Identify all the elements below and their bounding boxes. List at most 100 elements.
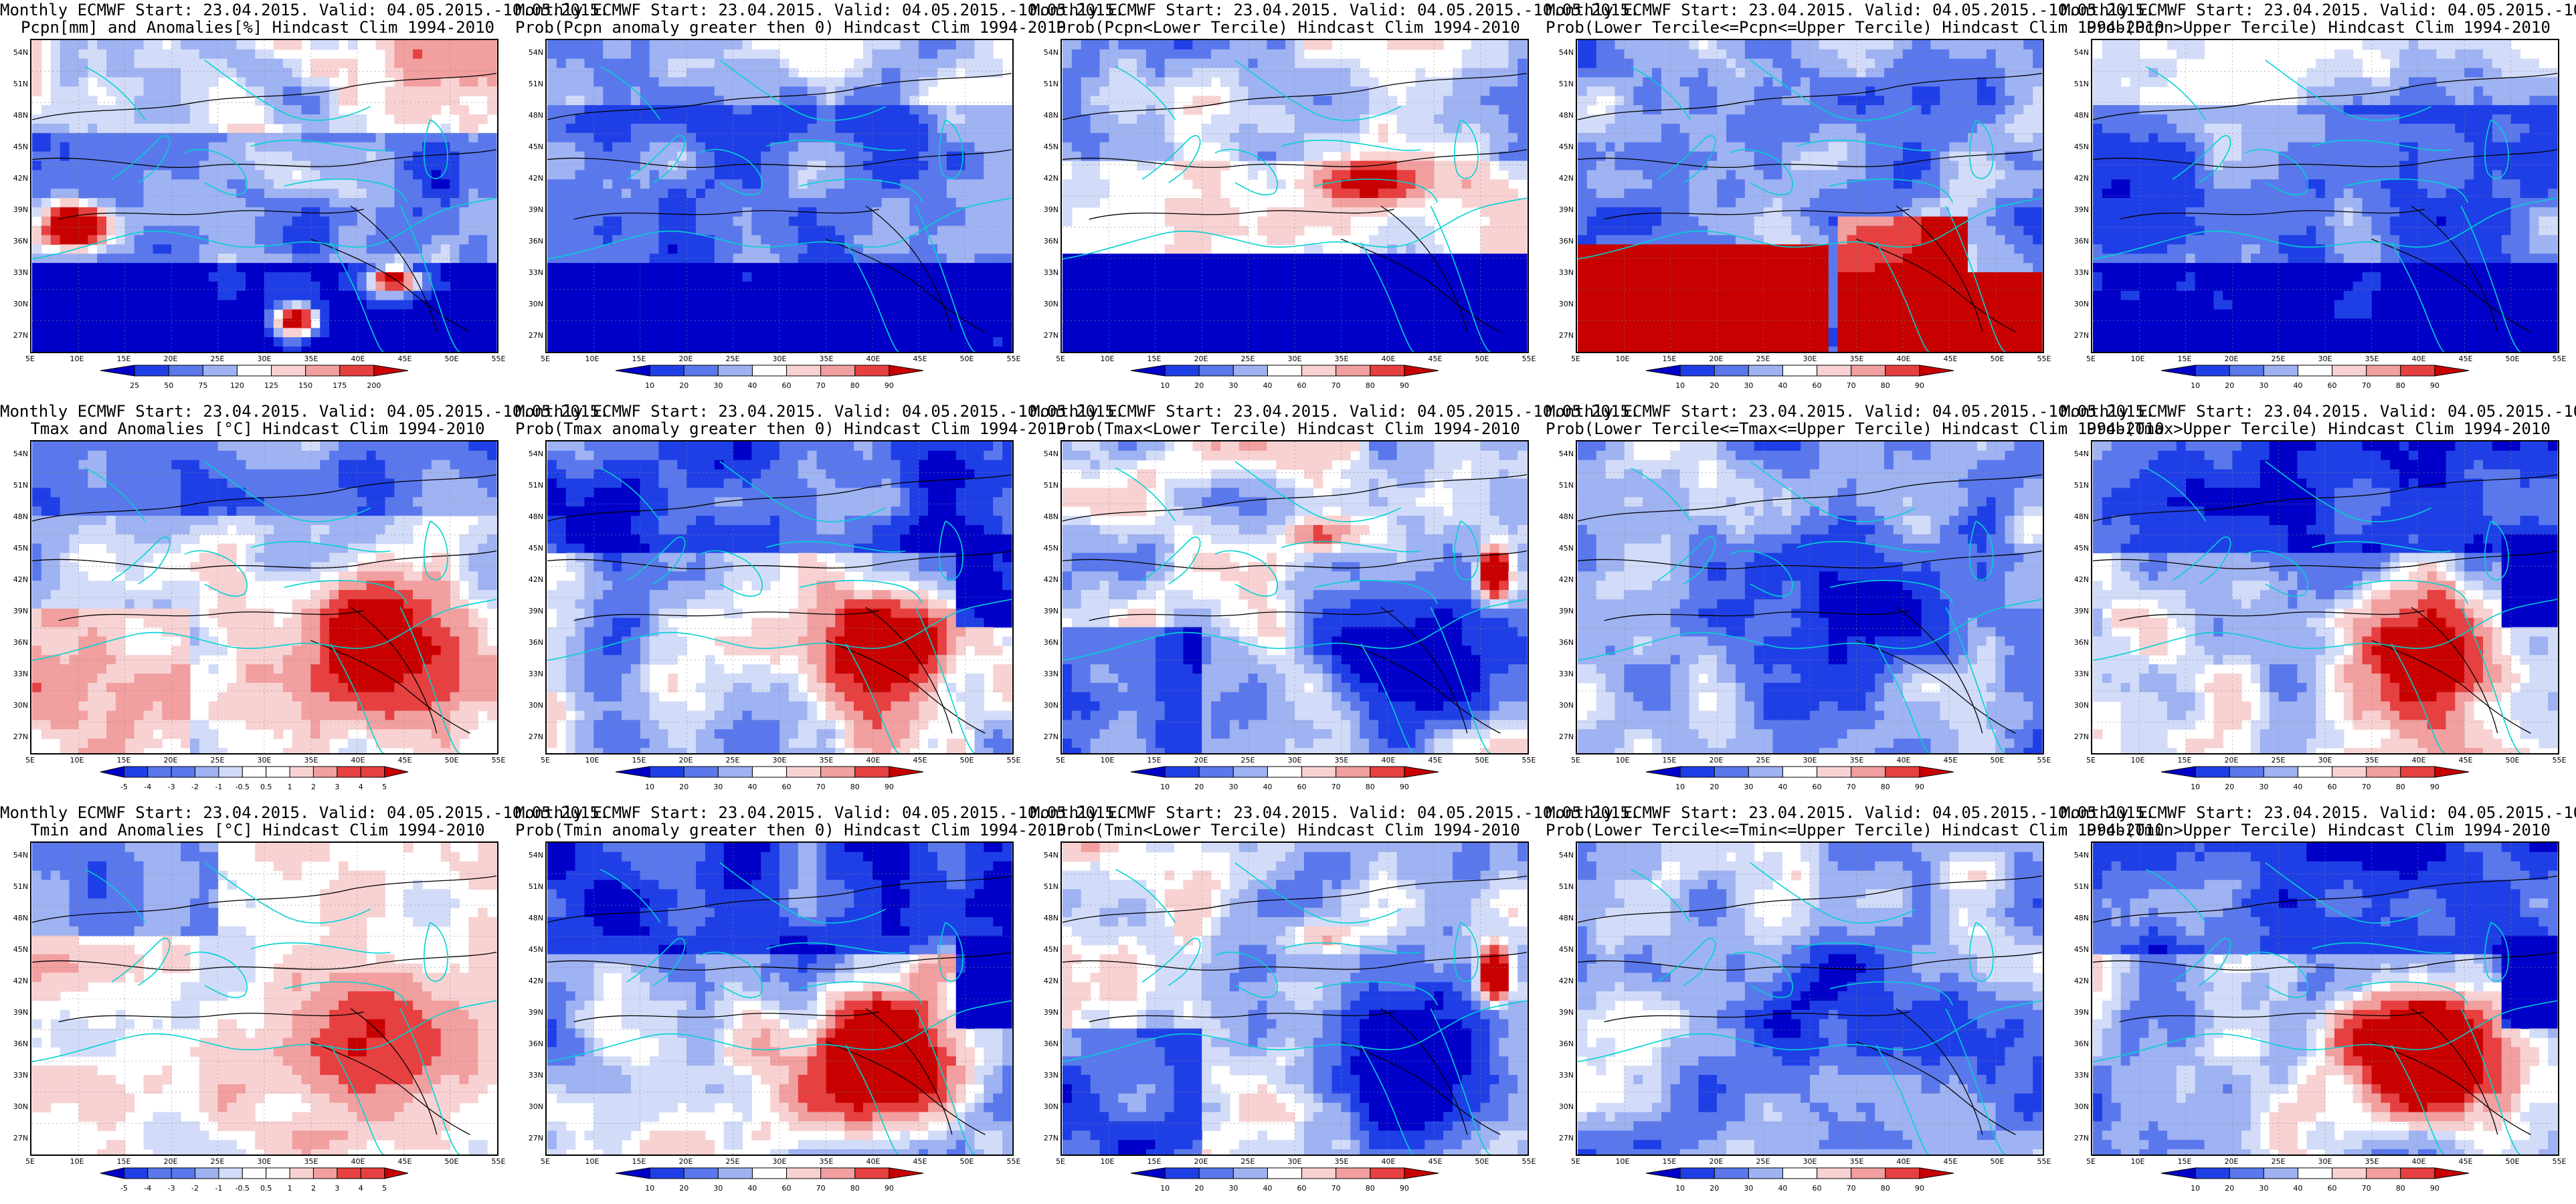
- lon-tick-label: 25E: [204, 756, 231, 765]
- lat-tick-label: 51N: [1032, 80, 1059, 88]
- forecast-map: [2091, 440, 2559, 755]
- lat-tick-label: 51N: [517, 882, 543, 891]
- lat-tick-label: 45N: [1, 544, 28, 553]
- lat-tick-label: 33N: [1547, 670, 1574, 678]
- lat-tick-label: 27N: [1547, 331, 1574, 340]
- panel-title-line1: Monthly ECMWF Start: 23.04.2015. Valid: …: [1546, 1, 2154, 19]
- lon-tick-label: 25E: [204, 355, 231, 363]
- lat-tick-label: 51N: [517, 80, 543, 88]
- lon-tick-label: 50E: [438, 1157, 465, 1166]
- lon-tick-label: 55E: [485, 355, 512, 363]
- lon-tick-label: 25E: [1234, 355, 1261, 363]
- lon-tick-label: 50E: [438, 355, 465, 363]
- lat-tick-label: 42N: [517, 174, 543, 183]
- lat-tick-label: 54N: [1032, 851, 1059, 860]
- lon-tick-label: 5E: [2078, 1157, 2104, 1166]
- colorbar-tick-label: 60: [1289, 381, 1315, 390]
- lat-tick-label: 54N: [2062, 48, 2089, 57]
- lon-tick-label: 45E: [1422, 1157, 1449, 1166]
- lon-tick-label: 20E: [157, 1157, 184, 1166]
- lon-tick-label: 45E: [907, 355, 933, 363]
- lat-tick-label: 42N: [1032, 575, 1059, 584]
- panel-title-line2: Tmin and Anomalies [°C] Hindcast Clim 19…: [0, 821, 515, 839]
- colorbar-tick-label: 30: [1220, 381, 1247, 390]
- colorbar-tick-label: 175: [327, 381, 353, 390]
- colorbar-tick-label: 30: [1735, 381, 1762, 390]
- lon-tick-label: 5E: [17, 1157, 43, 1166]
- lat-tick-label: 45N: [1032, 544, 1059, 553]
- lon-tick-label: 55E: [485, 1157, 512, 1166]
- colorbar: [87, 361, 422, 379]
- lat-tick-label: 54N: [2062, 449, 2089, 458]
- lat-tick-label: 48N: [2062, 914, 2089, 922]
- lat-tick-label: 51N: [1032, 481, 1059, 490]
- lon-tick-label: 10E: [1094, 1157, 1121, 1166]
- lon-tick-label: 10E: [579, 355, 606, 363]
- lat-tick-label: 39N: [517, 607, 543, 615]
- lon-tick-label: 15E: [626, 756, 652, 765]
- lat-tick-label: 33N: [1547, 1071, 1574, 1080]
- lat-tick-label: 45N: [2062, 945, 2089, 954]
- lon-tick-label: 45E: [907, 756, 933, 765]
- colorbar-tick-label: 60: [1804, 1184, 1831, 1193]
- colorbar-tick-label: -3: [158, 783, 185, 791]
- lon-tick-label: 25E: [1234, 756, 1261, 765]
- colorbar-tick-label: 60: [2319, 783, 2346, 791]
- lat-tick-label: 27N: [517, 331, 543, 340]
- lon-tick-label: 50E: [1984, 1157, 2011, 1166]
- lon-tick-label: 40E: [2405, 355, 2432, 363]
- colorbar: [1633, 361, 1967, 379]
- colorbar-tick-label: 1: [276, 783, 303, 791]
- lat-tick-label: 39N: [517, 205, 543, 214]
- colorbar-tick-label: 20: [670, 783, 697, 791]
- panel-title-line1: Monthly ECMWF Start: 23.04.2015. Valid: …: [1030, 1, 1639, 19]
- lon-tick-label: 35E: [1328, 1157, 1355, 1166]
- lat-tick-label: 33N: [517, 1071, 543, 1080]
- colorbar-tick-label: 0.5: [253, 1184, 280, 1193]
- lat-tick-label: 39N: [1032, 1008, 1059, 1017]
- colorbar-tick-label: 20: [1186, 1184, 1212, 1193]
- lat-tick-label: 39N: [517, 1008, 543, 1017]
- colorbar-tick-label: 0.5: [253, 783, 280, 791]
- lat-tick-label: 36N: [1032, 638, 1059, 647]
- lon-tick-label: 35E: [1843, 355, 1870, 363]
- lon-tick-label: 30E: [2312, 355, 2338, 363]
- colorbar-tick-label: 20: [1701, 1184, 1728, 1193]
- colorbar: [1117, 763, 1452, 780]
- colorbar-tick-label: 10: [2182, 783, 2209, 791]
- colorbar-tick-label: 40: [1769, 1184, 1796, 1193]
- colorbar-tick-label: 4: [347, 783, 374, 791]
- lat-tick-label: 42N: [1, 575, 28, 584]
- colorbar-tick-label: 30: [2250, 381, 2277, 390]
- lon-tick-label: 40E: [860, 756, 887, 765]
- colorbar-tick-label: 5: [371, 783, 398, 791]
- lat-tick-label: 39N: [1547, 1008, 1574, 1017]
- lon-tick-label: 45E: [2452, 355, 2479, 363]
- colorbar-tick-label: 10: [1152, 381, 1178, 390]
- colorbar-tick-label: 70: [808, 783, 834, 791]
- lon-tick-label: 45E: [1937, 355, 1964, 363]
- colorbar-tick-label: 80: [2387, 381, 2414, 390]
- lon-tick-label: 30E: [1797, 756, 1823, 765]
- lat-tick-label: 33N: [2062, 1071, 2089, 1080]
- lat-tick-label: 51N: [1547, 80, 1574, 88]
- lon-tick-label: 30E: [766, 1157, 793, 1166]
- lon-tick-label: 20E: [2218, 355, 2245, 363]
- lon-tick-label: 15E: [1141, 355, 1168, 363]
- lat-tick-label: 51N: [2062, 80, 2089, 88]
- lon-tick-label: 35E: [1328, 756, 1355, 765]
- panel-title-line1: Monthly ECMWF Start: 23.04.2015. Valid: …: [0, 1, 609, 19]
- forecast-map: [2091, 39, 2559, 353]
- colorbar-tick-label: 60: [2319, 381, 2346, 390]
- colorbar-tick-label: 80: [1357, 381, 1384, 390]
- forecast-map: [2091, 841, 2559, 1156]
- colorbar-tick-label: 90: [1906, 1184, 1933, 1193]
- lat-tick-label: 30N: [2062, 701, 2089, 710]
- lat-tick-label: 51N: [1032, 882, 1059, 891]
- lat-tick-label: 36N: [517, 1039, 543, 1048]
- colorbar-tick-label: 40: [2284, 783, 2311, 791]
- lon-tick-label: 10E: [579, 1157, 606, 1166]
- colorbar-tick-label: 90: [1391, 783, 1418, 791]
- lon-tick-label: 35E: [298, 355, 325, 363]
- forecast-map: [1576, 841, 2044, 1156]
